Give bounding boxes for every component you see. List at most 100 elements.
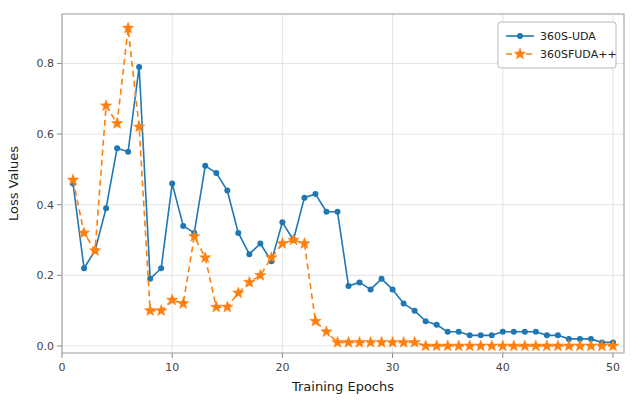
chart: 0.00.20.40.60.801020304050Training Epoch…: [0, 0, 640, 401]
tick-label-x: 30: [386, 361, 400, 374]
plot-area: [67, 22, 618, 351]
point: [189, 230, 200, 241]
point: [122, 22, 133, 33]
point: [387, 336, 398, 347]
point: [111, 117, 122, 128]
tick-x: [392, 353, 393, 358]
point: [103, 205, 109, 211]
point: [67, 174, 78, 185]
point: [368, 286, 374, 292]
grid-line-x: [392, 14, 393, 353]
background: [0, 0, 640, 401]
point: [213, 170, 219, 176]
point: [464, 340, 475, 351]
tick-label-y: 0.2: [37, 269, 55, 282]
point: [255, 269, 266, 280]
point: [585, 340, 596, 351]
point: [89, 245, 100, 256]
point: [332, 336, 343, 347]
point: [442, 340, 453, 351]
point: [78, 227, 89, 238]
grid-line-y: [62, 134, 624, 135]
tick-y: [57, 345, 62, 346]
point: [301, 195, 307, 201]
point: [244, 276, 255, 287]
point: [224, 188, 230, 194]
y-axis-label: Loss Values: [6, 146, 21, 221]
point: [310, 315, 321, 326]
point: [211, 301, 222, 312]
point: [376, 336, 387, 347]
point: [445, 329, 451, 335]
point: [607, 340, 618, 351]
point: [279, 219, 285, 225]
point: [277, 238, 288, 249]
tick-label-y: 0.6: [37, 128, 55, 141]
point: [144, 305, 155, 316]
point: [334, 209, 340, 215]
point: [533, 329, 539, 335]
point: [478, 332, 484, 338]
point: [178, 298, 189, 309]
point: [412, 308, 418, 314]
series-line: [73, 28, 613, 346]
point: [155, 305, 166, 316]
axes: 0.00.20.40.60.801020304050: [37, 14, 625, 374]
point: [202, 163, 208, 169]
point: [246, 251, 252, 257]
point: [431, 340, 442, 351]
point: [235, 230, 241, 236]
tick-label-y: 0.8: [37, 57, 55, 70]
point: [519, 340, 530, 351]
point: [497, 340, 508, 351]
point: [390, 286, 396, 292]
point: [530, 340, 541, 351]
point: [346, 283, 352, 289]
point: [266, 252, 277, 263]
tick-label-x: 0: [59, 361, 66, 374]
x-axis-label: Training Epochs: [291, 379, 394, 394]
point: [596, 340, 607, 351]
point: [365, 336, 376, 347]
tick-x: [282, 353, 283, 358]
point: [574, 340, 585, 351]
point: [420, 340, 431, 351]
tick-x: [172, 353, 173, 358]
point: [81, 265, 87, 271]
point: [563, 340, 574, 351]
point: [100, 100, 111, 111]
tick-label-x: 10: [165, 361, 179, 374]
tick-x: [502, 353, 503, 358]
point: [544, 332, 550, 338]
point: [456, 329, 462, 335]
point: [500, 329, 506, 335]
legend-label: 360SFUDA++: [540, 48, 617, 61]
point: [434, 322, 440, 328]
legend: 360S-UDA360SFUDA++: [498, 22, 617, 68]
point: [169, 181, 175, 187]
point: [222, 301, 233, 312]
point: [398, 336, 409, 347]
point: [343, 336, 354, 347]
point: [288, 234, 299, 245]
tick-x: [62, 353, 63, 358]
point: [321, 326, 332, 337]
point: [409, 336, 420, 347]
point: [357, 279, 363, 285]
tick-label-x: 50: [606, 361, 620, 374]
point: [511, 329, 517, 335]
point: [200, 252, 211, 263]
point: [323, 209, 329, 215]
series: [67, 22, 618, 351]
grid-line-x: [282, 14, 283, 353]
point: [508, 340, 519, 351]
point: [158, 265, 164, 271]
legend-marker: [517, 33, 523, 39]
series: [70, 64, 616, 345]
tick-x: [612, 353, 613, 358]
point: [180, 223, 186, 229]
tick-y: [57, 63, 62, 64]
point: [166, 294, 177, 305]
point: [401, 301, 407, 307]
legend-marker: [514, 48, 525, 59]
